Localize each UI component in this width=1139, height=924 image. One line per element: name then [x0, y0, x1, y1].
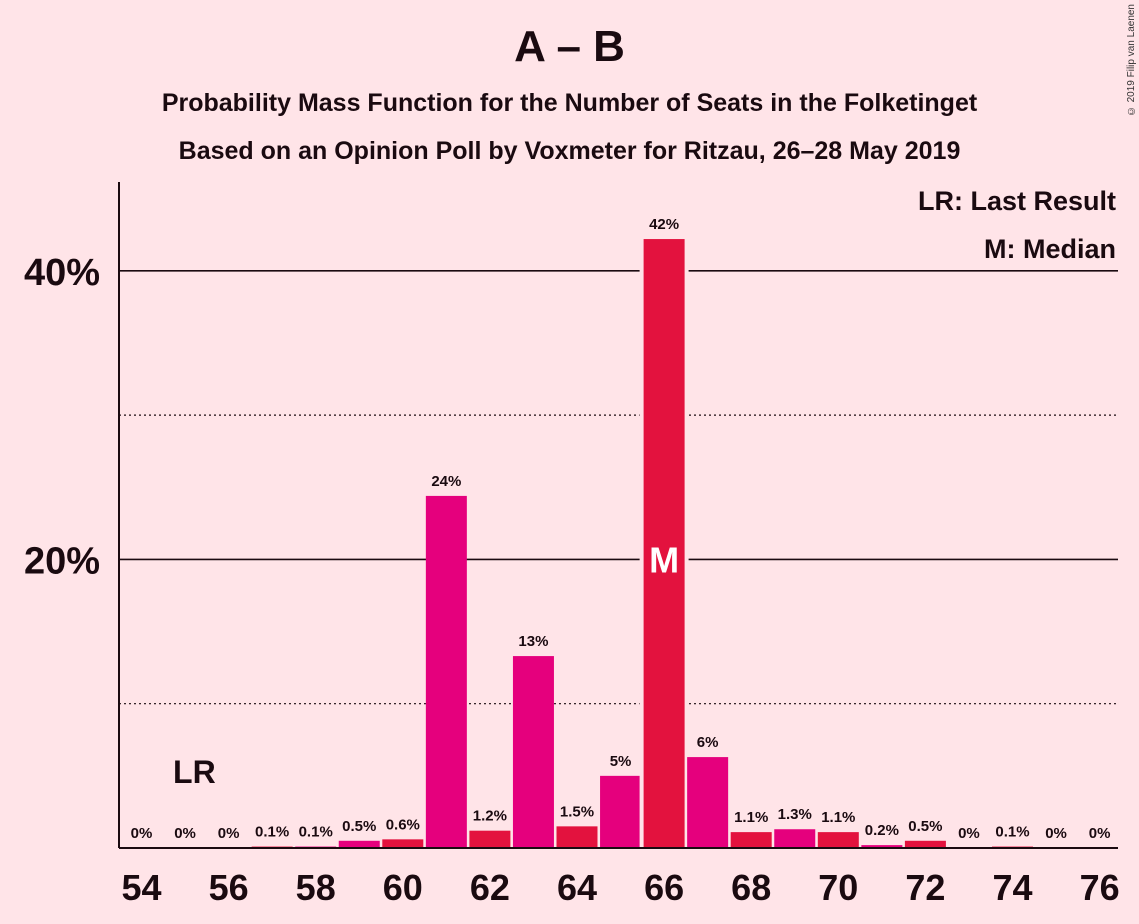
- bar: [861, 845, 903, 848]
- x-tick-label: 76: [1080, 867, 1120, 908]
- bar-value-label: 0%: [218, 825, 240, 842]
- chart-title: A – B: [514, 22, 625, 71]
- bar-value-label: 0.1%: [255, 824, 289, 841]
- bar: [338, 840, 380, 848]
- chart-subtitle-source: Based on an Opinion Poll by Voxmeter for…: [178, 137, 961, 165]
- x-tick-label: 64: [557, 867, 597, 908]
- bar-value-label: 6%: [697, 734, 719, 751]
- bar-value-label: 1.5%: [560, 803, 594, 820]
- bar-value-label: 0%: [1045, 825, 1067, 842]
- bar-value-label: 1.2%: [473, 808, 507, 825]
- x-tick-label: 70: [818, 867, 858, 908]
- x-tick-label: 58: [296, 867, 336, 908]
- bar-value-label: 0%: [131, 825, 153, 842]
- x-tick-label: 54: [121, 867, 161, 908]
- bar: [817, 832, 859, 848]
- bar-value-label: 0.5%: [342, 818, 376, 835]
- bar-value-label: 24%: [431, 473, 461, 490]
- bar-value-label: 0.1%: [299, 824, 333, 841]
- bar: [425, 495, 467, 848]
- bar-value-label: 5%: [610, 753, 632, 770]
- x-tick-label: 56: [209, 867, 249, 908]
- x-tick-label: 62: [470, 867, 510, 908]
- bar-value-label: 42%: [649, 216, 679, 233]
- y-tick-label: 40%: [24, 252, 100, 294]
- last-result-marker: LR: [173, 754, 216, 790]
- bar-value-label: 1.3%: [778, 806, 812, 823]
- legend-median: M: Median: [984, 234, 1116, 264]
- bar: [687, 757, 729, 848]
- bar-value-label: 0.1%: [995, 824, 1029, 841]
- y-tick-label: 20%: [24, 540, 100, 582]
- bar-value-label: 0%: [174, 825, 196, 842]
- bar: [382, 839, 424, 848]
- bar-value-label: 0.5%: [908, 818, 942, 835]
- x-tick-label: 72: [905, 867, 945, 908]
- bar-value-label: 0.2%: [865, 822, 899, 839]
- bar-value-label: 0%: [1089, 825, 1111, 842]
- bar-value-label: 13%: [518, 633, 548, 650]
- bar: [600, 775, 642, 848]
- x-tick-label: 66: [644, 867, 684, 908]
- bar: [730, 832, 772, 848]
- bar-value-label: 0.6%: [386, 816, 420, 833]
- chart-subtitle: Probability Mass Function for the Number…: [161, 89, 978, 117]
- x-tick-label: 74: [992, 867, 1032, 908]
- x-tick-label: 68: [731, 867, 771, 908]
- median-marker: M: [649, 539, 679, 580]
- x-tick-label: 60: [383, 867, 423, 908]
- bar: [904, 840, 946, 848]
- bar: [469, 830, 511, 848]
- bar-value-label: 1.1%: [734, 809, 768, 826]
- bar-value-label: 1.1%: [821, 809, 855, 826]
- legend-last-result: LR: Last Result: [918, 186, 1116, 216]
- bar-value-label: 0%: [958, 825, 980, 842]
- bar: [774, 829, 816, 848]
- bar: [643, 239, 685, 848]
- bar: [512, 656, 554, 848]
- bar: [556, 826, 598, 848]
